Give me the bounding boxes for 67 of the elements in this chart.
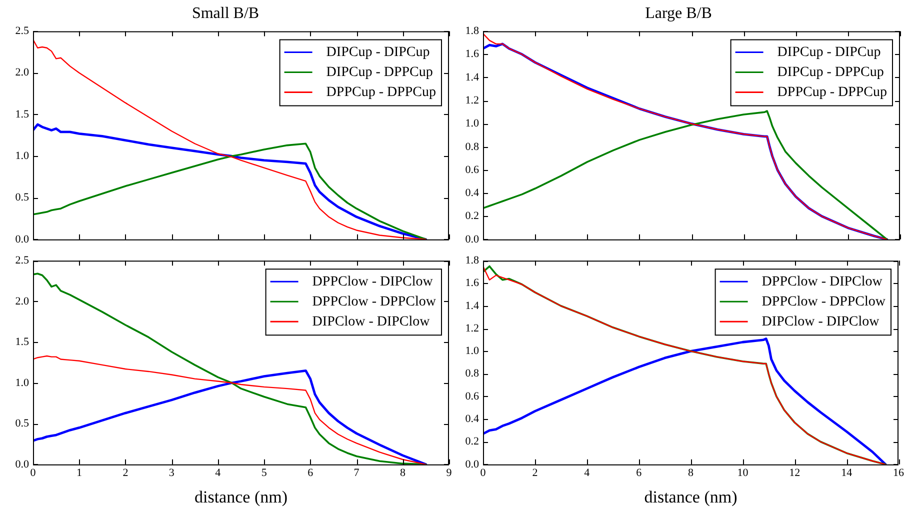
y-tick-label: 0.0	[465, 458, 480, 470]
x-tick-label: 8	[688, 466, 694, 479]
y-tick-label: 1.0	[465, 345, 480, 358]
legend-label: DIPCup - DPPCup	[326, 64, 433, 80]
y-tick-label: 0.6	[465, 164, 480, 176]
x-tick-label: 14	[841, 466, 853, 479]
x-tick-label: 10	[737, 466, 749, 479]
y-tick-label: 0.4	[465, 413, 480, 425]
x-tick-label: 4	[215, 466, 222, 479]
y-tick-label: 0.5	[15, 192, 30, 204]
y-tick-label: 1.5	[15, 108, 30, 120]
legend-label: DPPCup - DPPCup	[326, 84, 436, 100]
x-tick-label: 9	[446, 466, 452, 479]
x-tick-label: 4	[584, 466, 590, 479]
x-tick-label: 6	[308, 466, 314, 479]
y-tick-label: 1.0	[15, 376, 30, 389]
x-tick-label: 2	[122, 466, 128, 479]
y-tick-label: 1.8	[465, 254, 480, 266]
legend-label: DPPClow - DPPClow	[762, 294, 886, 310]
x-tick-label: 16	[893, 466, 904, 479]
y-tick-label: 2.0	[15, 66, 30, 79]
y-tick-label: 1.2	[465, 94, 479, 106]
x-tick-label: 0	[480, 466, 486, 479]
legend-label: DPPClow - DIPClow	[762, 274, 884, 290]
y-tick-label: 1.6	[465, 48, 480, 60]
y-tick-label: 1.0	[465, 118, 480, 130]
legend-label: DIPClow - DIPClow	[762, 314, 880, 330]
x-tick-label: 3	[168, 466, 175, 479]
y-tick-label: 0.2	[465, 210, 479, 222]
chart-title: Large B/B	[645, 4, 712, 22]
legend-label: DPPClow - DPPClow	[312, 294, 437, 310]
legend-label: DIPCup - DPPCup	[777, 64, 884, 80]
y-tick-label: 0.6	[465, 390, 480, 402]
y-tick-label: 1.4	[465, 300, 480, 312]
y-tick-label: 1.4	[465, 71, 480, 84]
y-tick-label: 0.5	[15, 418, 30, 430]
y-tick-label: 0.0	[465, 233, 480, 246]
x-axis-title: distance (nm)	[194, 487, 288, 506]
y-tick-label: 2.5	[15, 254, 30, 266]
legend-label: DPPClow - DIPClow	[312, 274, 434, 290]
y-tick-label: 1.0	[15, 150, 30, 162]
legend-label: DIPCup - DIPCup	[777, 44, 881, 60]
y-tick-label: 0.0	[15, 458, 30, 470]
x-tick-label: 5	[261, 466, 268, 479]
x-tick-label: 2	[532, 466, 538, 479]
y-tick-label: 1.8	[465, 25, 480, 38]
y-tick-label: 2.5	[15, 25, 30, 38]
y-tick-label: 0.4	[465, 187, 480, 200]
y-tick-label: 1.2	[465, 322, 479, 334]
x-tick-label: 8	[400, 466, 406, 479]
legend-label: DIPClow - DIPClow	[312, 314, 431, 330]
y-tick-label: 0.8	[465, 140, 480, 153]
legend-label: DPPCup - DPPCup	[777, 84, 887, 100]
y-tick-label: 1.5	[15, 336, 30, 348]
x-tick-label: 12	[789, 466, 800, 479]
x-axis-title: distance (nm)	[644, 487, 738, 506]
x-tick-label: 6	[636, 466, 642, 479]
y-tick-label: 0.8	[465, 368, 480, 380]
x-tick-label: 0	[30, 466, 36, 479]
legend-label: DIPCup - DIPCup	[326, 44, 430, 60]
y-tick-label: 0.2	[465, 436, 479, 448]
x-tick-label: 7	[354, 466, 360, 479]
chart-title: Small B/B	[192, 4, 260, 22]
y-tick-label: 2.0	[15, 295, 30, 308]
x-tick-label: 1	[76, 466, 82, 479]
y-tick-label: 1.6	[465, 277, 480, 290]
y-tick-label: 0.0	[15, 233, 30, 246]
